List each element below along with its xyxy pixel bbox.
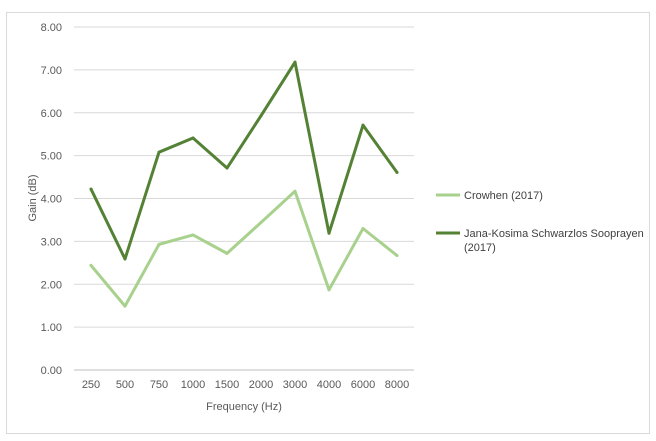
data-point (225, 166, 229, 170)
series-line (89, 60, 399, 261)
x-tick-label: 500 (116, 379, 134, 391)
y-axis-ticks: 0.00 1.00 2.00 3.00 4.00 5.00 6.00 7.00 8.00 (41, 22, 62, 377)
data-point (225, 251, 229, 255)
x-tick-label: 4000 (317, 379, 341, 391)
x-tick-label: 750 (150, 379, 168, 391)
data-point (89, 263, 93, 267)
x-tick-label: 250 (82, 379, 100, 391)
series-jana-kosima (89, 60, 399, 261)
legend-label-crowhen: Crowhen (2017) (464, 190, 543, 202)
data-point (293, 189, 297, 193)
y-tick-label: 6.00 (41, 108, 62, 120)
x-tick-label: 3000 (283, 379, 307, 391)
x-axis-title: Frequency (Hz) (206, 401, 282, 413)
data-point (327, 288, 331, 292)
y-tick-label: 1.00 (41, 322, 62, 334)
legend-label-jana-kosima-line2: (2017) (464, 242, 496, 254)
legend: Crowhen (2017) Jana-Kosima Schwarzlos So… (436, 190, 644, 254)
x-tick-label: 1500 (215, 379, 239, 391)
y-tick-label: 8.00 (41, 22, 62, 34)
legend-label-jana-kosima-line1: Jana-Kosima Schwarzlos Sooprayen (464, 228, 644, 240)
x-tick-label: 1000 (181, 379, 205, 391)
data-point (327, 231, 331, 235)
y-tick-label: 0.00 (41, 365, 62, 377)
data-point (123, 304, 127, 308)
data-point (191, 233, 195, 237)
data-point (293, 60, 297, 64)
series-line (89, 189, 399, 308)
data-point (259, 114, 263, 118)
data-point (361, 123, 365, 127)
y-axis-title: Gain (dB) (27, 174, 39, 221)
data-point (361, 227, 365, 231)
x-tick-label: 6000 (351, 379, 375, 391)
data-point (89, 187, 93, 191)
y-tick-label: 2.00 (41, 279, 62, 291)
y-tick-label: 5.00 (41, 151, 62, 163)
y-tick-label: 4.00 (41, 194, 62, 206)
y-tick-label: 3.00 (41, 236, 62, 248)
data-point (157, 150, 161, 154)
series-lines (89, 60, 399, 308)
y-tick-label: 7.00 (41, 65, 62, 77)
x-tick-label: 8000 (385, 379, 409, 391)
data-point (191, 136, 195, 140)
series-crowhen (89, 189, 399, 308)
data-point (395, 170, 399, 174)
gridlines (74, 26, 414, 371)
data-point (123, 257, 127, 261)
x-axis-ticks: 250 500 750 1000 1500 2000 3000 4000 6000 8000 (82, 379, 409, 391)
data-point (157, 242, 161, 246)
x-tick-label: 2000 (249, 379, 273, 391)
data-point (259, 221, 263, 225)
data-point (395, 254, 399, 258)
